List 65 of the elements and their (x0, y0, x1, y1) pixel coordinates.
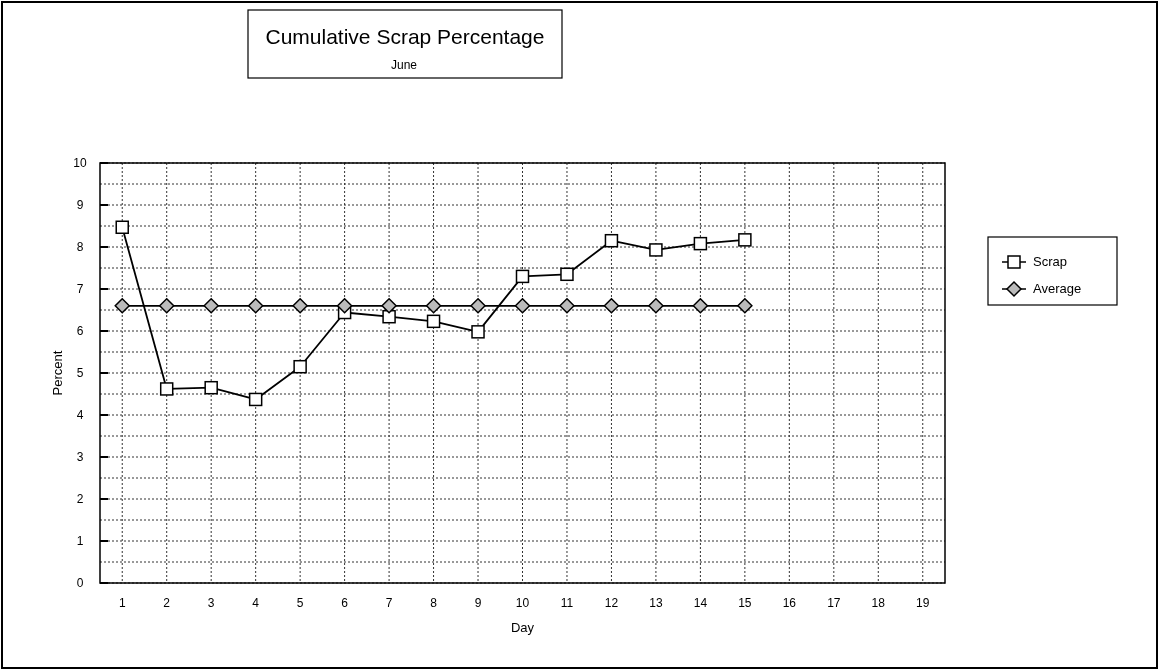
point (426, 314, 441, 329)
x-tick-label: 4 (252, 596, 260, 610)
point (204, 380, 218, 395)
x-tick-label: 17 (827, 596, 841, 610)
x-tick-label: 18 (871, 596, 886, 610)
point (603, 298, 620, 314)
x-tick-label: 10 (515, 596, 530, 610)
y-tick-label: 1 (76, 534, 84, 549)
y-tick-label: 0 (76, 576, 84, 591)
point (381, 298, 397, 314)
x-tick-label: 13 (649, 596, 663, 610)
x-axis-title: Day (510, 620, 535, 635)
y-tick-label: 9 (76, 198, 84, 213)
point (649, 243, 663, 257)
x-tick-label: 5 (296, 596, 304, 610)
point (560, 267, 574, 282)
point (737, 298, 753, 314)
y-axis-title: Percent (50, 350, 65, 396)
x-tick-label: 6 (341, 596, 349, 610)
point (159, 382, 174, 396)
x-tick-label: 14 (693, 596, 708, 610)
y-tick-label: 8 (76, 240, 84, 255)
chart-title: Cumulative Scrap Percentage (265, 25, 545, 48)
x-tick-label: 8 (430, 596, 438, 610)
x-tick-label: 19 (916, 596, 930, 610)
point (425, 298, 442, 314)
point (382, 309, 396, 324)
point (247, 298, 264, 314)
point (604, 233, 619, 248)
x-tick-label: 16 (782, 596, 797, 610)
y-tick-label: 5 (76, 366, 84, 381)
point (114, 298, 130, 314)
point (158, 298, 175, 314)
point (692, 298, 709, 314)
point (738, 233, 752, 247)
y-tick-label: 2 (76, 492, 84, 507)
point (293, 359, 307, 374)
x-tick-label: 9 (474, 596, 482, 610)
chart-subtitle: June (390, 58, 418, 72)
point (115, 220, 129, 235)
x-tick-label: 3 (207, 596, 215, 610)
point (514, 298, 531, 314)
point (471, 325, 485, 339)
point (515, 269, 530, 284)
point (648, 298, 664, 314)
x-tick-label: 15 (738, 596, 752, 610)
legend-label: Scrap (1033, 254, 1067, 269)
x-tick-label: 2 (163, 596, 171, 610)
y-tick-label: 3 (76, 450, 84, 465)
point (693, 236, 708, 251)
legend-label: Average (1033, 281, 1082, 296)
point (336, 298, 353, 314)
x-tick-label: 1 (118, 596, 126, 610)
point (203, 298, 219, 314)
y-tick-label: 10 (73, 156, 87, 171)
point (248, 392, 263, 407)
x-tick-label: 7 (385, 596, 393, 610)
y-tick-label: 6 (76, 324, 84, 339)
x-tick-label: 11 (560, 596, 574, 610)
y-tick-label: 7 (76, 282, 84, 297)
point (559, 298, 575, 314)
point (470, 298, 486, 314)
point (292, 298, 308, 314)
y-tick-label: 4 (76, 408, 84, 423)
x-tick-label: 12 (604, 596, 619, 610)
